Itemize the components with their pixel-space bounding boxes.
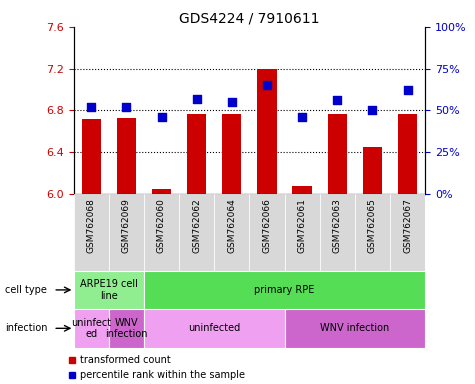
Text: GSM762066: GSM762066 (263, 198, 271, 253)
Text: GSM762067: GSM762067 (403, 198, 412, 253)
Bar (144, 271, 425, 309)
Text: GSM762063: GSM762063 (333, 198, 342, 253)
Text: GSM762069: GSM762069 (122, 198, 131, 253)
Point (87, 104, 95, 110)
Bar (82, 119, 101, 194)
Title: GDS4224 / 7910611: GDS4224 / 7910611 (179, 12, 320, 26)
Text: WNV infection: WNV infection (320, 323, 390, 333)
Point (263, 82, 271, 88)
Point (193, 96, 200, 102)
Point (228, 99, 236, 105)
Point (123, 104, 130, 110)
Bar (74, 194, 109, 271)
Bar (187, 114, 206, 194)
Bar (363, 147, 382, 194)
Bar (109, 309, 144, 348)
Bar (222, 114, 241, 194)
Bar (179, 194, 214, 271)
Text: uninfected: uninfected (188, 323, 240, 333)
Text: ARPE19 cell
line: ARPE19 cell line (80, 279, 138, 301)
Point (298, 114, 306, 120)
Bar (398, 114, 417, 194)
Bar (249, 194, 285, 271)
Bar (144, 194, 179, 271)
Bar (117, 118, 136, 194)
Bar (293, 185, 312, 194)
Bar (285, 309, 425, 348)
Point (333, 97, 341, 103)
Bar (74, 309, 109, 348)
Bar (328, 114, 347, 194)
Text: GSM762062: GSM762062 (192, 198, 201, 253)
Text: GSM762065: GSM762065 (368, 198, 377, 253)
Bar (74, 271, 144, 309)
Bar (257, 69, 276, 194)
Point (404, 87, 411, 93)
Text: uninfect
ed: uninfect ed (71, 318, 111, 339)
Bar (109, 194, 144, 271)
Bar (390, 194, 425, 271)
Text: GSM762068: GSM762068 (87, 198, 95, 253)
Bar (285, 194, 320, 271)
Text: primary RPE: primary RPE (254, 285, 315, 295)
Text: GSM762064: GSM762064 (228, 198, 236, 253)
Bar (152, 189, 171, 194)
Bar (320, 194, 355, 271)
Point (369, 107, 376, 114)
Bar (214, 194, 249, 271)
Bar (144, 309, 285, 348)
Point (158, 114, 165, 120)
Text: GSM762060: GSM762060 (157, 198, 166, 253)
Text: GSM762061: GSM762061 (298, 198, 306, 253)
Bar (355, 194, 390, 271)
Text: cell type: cell type (5, 285, 47, 295)
Legend: transformed count, percentile rank within the sample: transformed count, percentile rank withi… (64, 351, 248, 384)
Text: WNV
infection: WNV infection (105, 318, 148, 339)
Text: infection: infection (5, 323, 47, 333)
